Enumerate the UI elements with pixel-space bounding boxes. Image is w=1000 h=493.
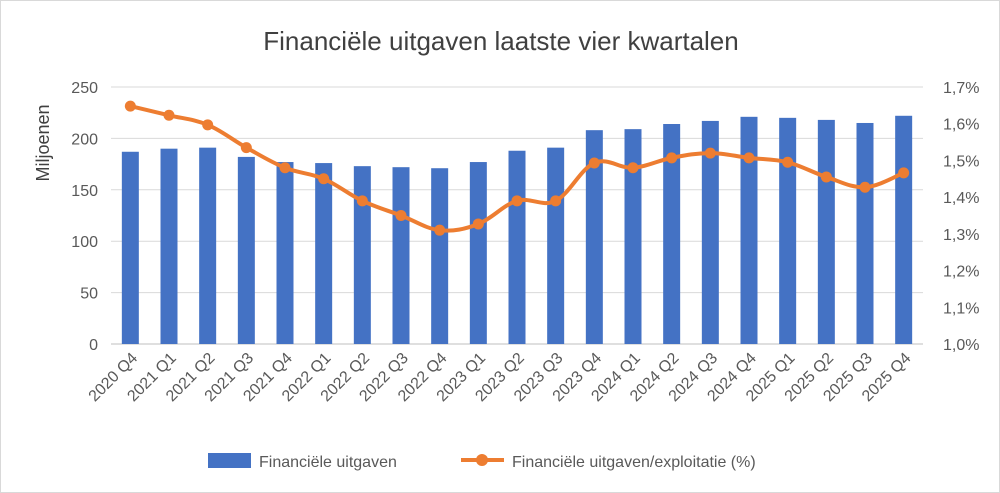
right-tick-label: 1,0% <box>943 337 979 354</box>
line-point <box>743 152 755 164</box>
bar <box>237 156 255 344</box>
bar <box>585 130 603 344</box>
legend-label-bars: Financiële uitgaven <box>259 454 397 471</box>
bar <box>469 162 487 344</box>
line-point <box>124 100 136 112</box>
left-tick-label: 100 <box>71 234 98 251</box>
left-tick-label: 250 <box>71 80 98 97</box>
bar <box>508 150 526 344</box>
line-point <box>240 142 252 154</box>
chart-title: Financiële uitgaven laatste vier kwartal… <box>263 26 738 56</box>
line-point <box>163 109 175 121</box>
left-tick-label: 150 <box>71 183 98 200</box>
bar <box>392 167 410 344</box>
legend-swatch-bars <box>208 453 251 468</box>
line-point <box>704 147 716 159</box>
line-point <box>550 195 562 207</box>
left-tick-label: 50 <box>80 286 98 303</box>
right-tick-label: 1,3% <box>943 227 979 244</box>
bar <box>701 120 719 344</box>
line-point <box>395 210 407 221</box>
line-point <box>859 181 871 193</box>
bar <box>547 147 565 344</box>
bar <box>779 117 797 344</box>
right-axis-ticks: 1,0% 1,1% 1,2% 1,3% 1,4% 1,5% 1,6% 1,7% <box>943 80 979 354</box>
bar <box>740 116 758 344</box>
line-point <box>279 162 291 174</box>
bar <box>315 163 333 344</box>
right-tick-label: 1,7% <box>943 80 979 97</box>
line-series <box>124 100 910 236</box>
left-axis-ticks: 0 50 100 150 200 250 <box>71 80 98 354</box>
bar <box>121 151 139 344</box>
line-point <box>356 195 368 207</box>
line-point <box>472 218 484 230</box>
legend-marker-line <box>476 454 488 466</box>
right-tick-label: 1,6% <box>943 117 979 134</box>
line-point <box>511 195 523 207</box>
right-tick-label: 1,2% <box>943 264 979 281</box>
line-point <box>434 224 446 236</box>
right-tick-label: 1,1% <box>943 300 979 317</box>
right-tick-label: 1,5% <box>943 153 979 170</box>
left-tick-label: 0 <box>89 337 98 354</box>
line-point <box>782 156 794 168</box>
bar <box>817 119 835 344</box>
line-point <box>898 167 910 179</box>
legend-label-line: Financiële uitgaven/exploitatie (%) <box>512 454 756 471</box>
line-point <box>627 162 639 174</box>
bar <box>663 124 681 345</box>
legend: Financiële uitgaven Financiële uitgaven/… <box>208 453 756 471</box>
right-tick-label: 1,4% <box>943 190 979 207</box>
line-point <box>666 152 678 164</box>
line-point <box>820 171 832 183</box>
line-point <box>202 119 214 131</box>
y-axis-label: Miljoenen <box>33 104 53 181</box>
bar <box>276 162 294 344</box>
line-point <box>318 173 330 185</box>
bar <box>353 166 371 344</box>
bar <box>624 129 642 344</box>
bar <box>160 148 178 344</box>
line-point <box>588 157 600 169</box>
bar <box>856 122 874 344</box>
bar <box>199 147 217 344</box>
bar <box>431 168 449 344</box>
bar <box>895 115 913 344</box>
bar-series <box>121 115 913 345</box>
left-tick-label: 200 <box>71 131 98 148</box>
